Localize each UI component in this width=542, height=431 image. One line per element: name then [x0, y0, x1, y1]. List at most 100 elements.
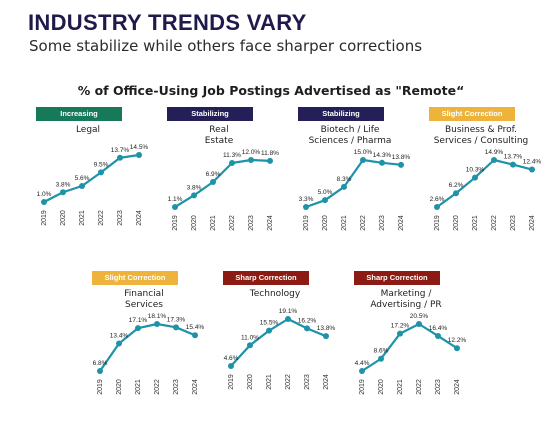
x-tick-label: 2019 — [97, 379, 104, 395]
trend-badge: Slight Correction — [429, 107, 515, 121]
trend-badge: Increasing — [36, 107, 122, 121]
industry-label: Marketing / Advertising / PR — [370, 289, 442, 310]
data-label: 19.1% — [279, 308, 298, 315]
data-label: 17.1% — [129, 317, 148, 324]
data-label: 12.0% — [242, 149, 261, 156]
x-tick-label: 2021 — [79, 210, 86, 226]
data-point — [172, 204, 178, 210]
data-point — [60, 189, 66, 196]
data-point — [192, 332, 198, 339]
chart-panel: Increasing Legal 1.0% 2019 3.8% 2020 5.6% 2021 9… — [36, 107, 166, 267]
data-label: 6.2% — [449, 182, 464, 189]
data-label: 5.6% — [75, 175, 90, 182]
x-tick-label: 2020 — [322, 215, 329, 231]
series-line — [361, 322, 458, 372]
chart-panel: Stabilizing Real Estate 1.1% 2019 3.8% 2020 6.9… — [167, 107, 297, 267]
data-label: 15.4% — [186, 324, 205, 331]
data-point — [41, 199, 47, 205]
data-point — [98, 169, 104, 176]
x-tick-label: 2022 — [229, 215, 236, 231]
data-point — [117, 154, 123, 161]
data-point — [435, 332, 441, 339]
x-tick-label: 2020 — [116, 379, 123, 395]
series-line — [230, 317, 327, 367]
x-tick-label: 2020 — [60, 210, 67, 226]
data-point — [322, 197, 328, 204]
data-point — [454, 345, 460, 352]
x-tick-label: 2024 — [192, 379, 199, 395]
x-tick-label: 2020 — [378, 379, 385, 395]
page-title: INDUSTRY TRENDS VARY — [28, 10, 307, 35]
data-label: 1.0% — [37, 191, 52, 198]
data-point — [491, 157, 497, 163]
data-point — [360, 157, 366, 163]
data-label: 10.3% — [466, 167, 485, 174]
data-label: 11.0% — [241, 334, 259, 341]
industry-label: Technology — [249, 289, 301, 299]
data-label: 13.7% — [504, 154, 523, 161]
x-tick-label: 2019 — [228, 374, 235, 390]
x-tick-label: 2019 — [303, 215, 310, 231]
x-tick-label: 2022 — [360, 215, 367, 231]
data-label: 16.2% — [298, 317, 317, 324]
data-point — [154, 321, 160, 327]
industry-label: Business & Prof. Services / Consulting — [433, 125, 529, 146]
x-tick-label: 2020 — [453, 215, 460, 231]
data-point — [248, 157, 254, 163]
data-label: 12.4% — [523, 159, 542, 166]
x-tick-label: 2020 — [247, 374, 254, 390]
data-point — [510, 161, 516, 168]
data-point — [323, 333, 329, 340]
x-tick-label: 2023 — [304, 374, 311, 390]
data-point — [173, 324, 179, 331]
data-point — [304, 325, 310, 332]
data-point — [472, 174, 478, 181]
x-tick-label: 2019 — [434, 215, 441, 231]
line-chart: 1.1% 2019 3.8% 2020 6.9% 2021 11.3% 2022 12.0% 20… — [168, 149, 280, 231]
series-line — [99, 322, 196, 372]
data-point — [303, 204, 309, 210]
data-label: 11.3% — [223, 152, 241, 159]
chart-panel: Sharp Correction Technology 4.6% 2019 11.0% 2… — [223, 271, 353, 431]
series-line — [43, 153, 140, 203]
x-tick-label: 2019 — [41, 210, 48, 226]
data-label: 14.3% — [373, 152, 392, 159]
data-point — [529, 166, 535, 173]
data-point — [97, 368, 103, 374]
data-label: 13.4% — [110, 333, 129, 340]
trend-badge: Sharp Correction — [354, 271, 440, 285]
trend-badge: Slight Correction — [92, 271, 178, 285]
x-tick-label: 2019 — [359, 379, 366, 395]
chart-panel: Stabilizing Biotech / Life Sciences / Phar… — [298, 107, 428, 267]
chart-panel: Slight Correction Business & Prof. Service… — [429, 107, 542, 267]
data-point — [434, 204, 440, 210]
data-point — [285, 316, 291, 322]
data-point — [191, 192, 197, 199]
x-tick-label: 2024 — [267, 215, 274, 231]
trend-badge: Sharp Correction — [223, 271, 309, 285]
data-point — [266, 327, 272, 334]
data-point — [397, 330, 403, 337]
x-tick-label: 2021 — [341, 215, 348, 231]
data-label: 2.6% — [430, 196, 445, 203]
data-point — [228, 363, 234, 369]
line-chart: 4.6% 2019 11.0% 2020 15.5% 2021 19.1% 2022 16.2%… — [224, 308, 336, 390]
data-label: 13.8% — [317, 325, 336, 332]
data-label: 4.4% — [355, 360, 370, 367]
x-tick-label: 2022 — [154, 379, 161, 395]
x-tick-label: 2020 — [191, 215, 198, 231]
x-tick-label: 2024 — [529, 215, 536, 231]
x-tick-label: 2019 — [172, 215, 179, 231]
x-tick-label: 2022 — [491, 215, 498, 231]
data-label: 13.8% — [392, 154, 411, 161]
data-label: 14.5% — [130, 144, 149, 151]
series-line — [305, 158, 402, 209]
data-label: 13.7% — [111, 147, 130, 154]
data-point — [247, 342, 253, 349]
industry-label: Financial Services — [124, 289, 164, 310]
data-label: 11.8% — [261, 150, 279, 157]
data-label: 15.0% — [354, 149, 373, 156]
data-label: 20.5% — [410, 313, 429, 320]
x-tick-label: 2022 — [285, 374, 292, 390]
data-point — [267, 157, 273, 164]
